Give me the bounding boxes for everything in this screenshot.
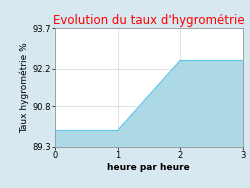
Y-axis label: Taux hygrométrie %: Taux hygrométrie % xyxy=(20,42,30,133)
X-axis label: heure par heure: heure par heure xyxy=(108,163,190,172)
Title: Evolution du taux d'hygrométrie: Evolution du taux d'hygrométrie xyxy=(53,14,244,27)
